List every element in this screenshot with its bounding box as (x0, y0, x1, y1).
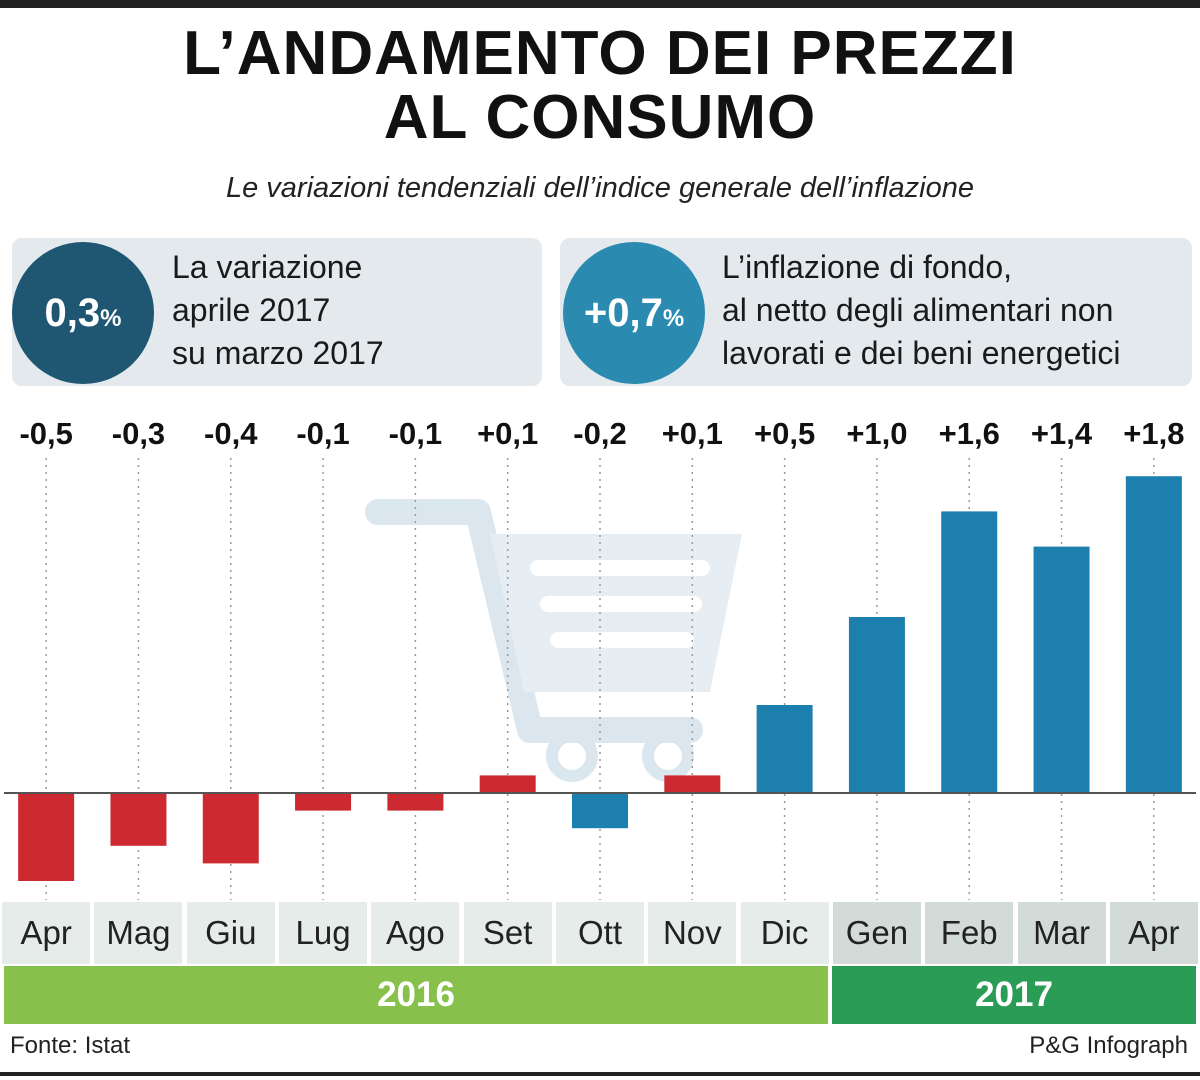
month-label: Apr (1109, 902, 1198, 964)
month-label: Set (463, 902, 552, 964)
page-subtitle: Le variazioni tendenziali dell’indice ge… (225, 172, 975, 204)
bar (1125, 476, 1182, 793)
bar (664, 775, 721, 793)
month-label: Feb (925, 902, 1014, 964)
credit-note: P&G Infograph (1029, 1032, 1188, 1059)
month-label: Lug (279, 902, 368, 964)
core-inflation-line-1: L’inflazione di fondo, (722, 249, 1012, 285)
value-label: +0,1 (477, 416, 538, 451)
shopping-cart-icon (365, 499, 742, 782)
value-label: -0,2 (573, 416, 626, 451)
month-label: Nov (648, 902, 737, 964)
value-label: -0,3 (112, 416, 165, 451)
month-label: Mar (1017, 902, 1106, 964)
value-label: -0,1 (296, 416, 349, 451)
monthly-change-description: La variazione aprile 2017 su marzo 2017 (172, 246, 384, 375)
core-inflation-line-3: lavorati e dei beni energetici (722, 335, 1121, 371)
value-label: -0,4 (204, 416, 258, 451)
month-label: Giu (186, 902, 275, 964)
bar (1033, 546, 1090, 793)
bar (202, 793, 259, 864)
month-label: Dic (740, 902, 829, 964)
value-label: +1,8 (1123, 416, 1184, 451)
bar (941, 511, 998, 793)
value-label: +1,4 (1031, 416, 1093, 451)
core-inflation-description: L’inflazione di fondo, al netto degli al… (722, 246, 1120, 375)
bottom-rule (0, 1072, 1200, 1076)
monthly-change-badge: 0,3% (12, 242, 154, 384)
value-label: +1,6 (939, 416, 1000, 451)
title-line-1: L’ANDAMENTO DEI PREZZI (183, 19, 1017, 88)
core-inflation-badge: +0,7% (563, 242, 705, 384)
bar (387, 793, 444, 811)
value-label: +1,0 (846, 416, 907, 451)
bar (848, 617, 905, 793)
month-label: Ago (371, 902, 460, 964)
monthly-change-line-2: aprile 2017 (172, 292, 331, 328)
bar (110, 793, 167, 846)
bars (18, 476, 1182, 881)
page-title: L’ANDAMENTO DEI PREZZI AL CONSUMO (0, 22, 1200, 150)
monthly-change-line-1: La variazione (172, 249, 363, 285)
year-band-2016: 2016 (4, 966, 828, 1024)
value-label: -0,1 (389, 416, 442, 451)
bar (479, 775, 536, 793)
bar (572, 793, 628, 829)
monthly-change-value: 0,3 (44, 291, 101, 335)
month-axis: Apr Mag Giu Lug Ago Set Ott Nov Dic Gen Feb Mar Apr (0, 902, 1200, 964)
value-label: +0,5 (754, 416, 815, 451)
month-label: Mag (94, 902, 183, 964)
monthly-change-unit: % (100, 305, 122, 332)
monthly-change-line-3: su marzo 2017 (172, 335, 384, 371)
core-inflation-value: +0,7 (583, 291, 663, 335)
value-label: -0,5 (19, 416, 72, 451)
month-label: Apr (2, 902, 91, 964)
core-inflation-unit: % (662, 305, 685, 332)
source-note: Fonte: Istat (10, 1032, 131, 1059)
month-label: Gen (832, 902, 921, 964)
core-inflation-line-2: al netto degli alimentari non (722, 292, 1114, 328)
title-line-2: AL CONSUMO (383, 83, 817, 152)
bar (18, 793, 75, 881)
bar (295, 793, 352, 811)
bar (756, 705, 813, 793)
month-label: Ott (556, 902, 644, 964)
inflation-bar-chart: -0,5 -0,3 -0,4 -0,1 -0,1 +0,1 -0,2 +0,1 +0,5 +1,0… (4, 416, 1196, 900)
year-band-2017: 2017 (832, 966, 1196, 1024)
value-labels: -0,5 -0,3 -0,4 -0,1 -0,1 +0,1 -0,2 +0,1 +0,5 +1,0… (19, 416, 1184, 451)
top-rule (0, 0, 1200, 8)
value-label: +0,1 (662, 416, 723, 451)
